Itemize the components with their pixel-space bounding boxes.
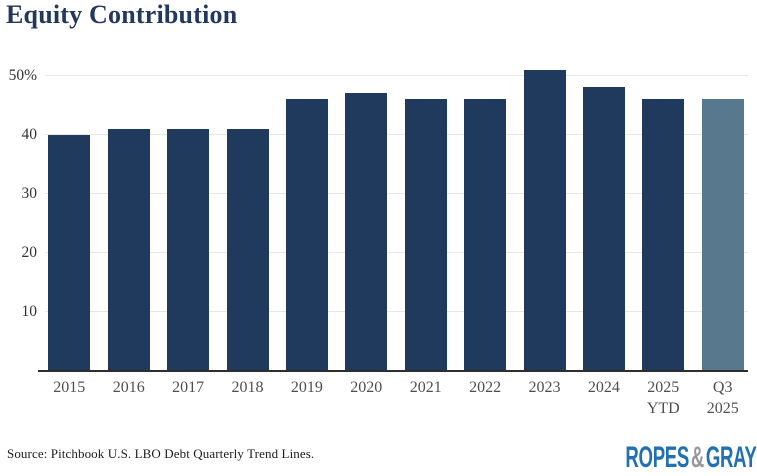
x-tick-label-11: Q3 2025 (706, 379, 739, 417)
y-tick-label-10: 10 (21, 302, 38, 320)
bar-2018 (226, 128, 269, 371)
x-tick-label-9: 2024 (587, 379, 620, 396)
gridline-20 (45, 252, 748, 253)
x-tick-label-7: 2022 (469, 379, 502, 396)
bar-2016 (107, 128, 150, 371)
x-tick-label-2: 2017 (172, 379, 205, 396)
bar-2020 (345, 93, 388, 371)
gridline-50 (45, 75, 748, 76)
y-tick-label-20: 20 (21, 243, 38, 261)
bar-2021 (404, 99, 447, 371)
bar-2023 (523, 69, 566, 371)
x-tick-label-8: 2023 (528, 379, 561, 396)
x-tick-label-5: 2020 (350, 379, 383, 396)
y-tick-label-50: 50% (8, 66, 37, 84)
logo-ampersand: & (691, 441, 705, 474)
x-tick-label-6: 2021 (409, 379, 442, 396)
gridline-30 (45, 193, 748, 194)
x-tick-label-4: 2019 (290, 379, 323, 396)
x-tick-label-3: 2018 (231, 379, 264, 396)
ropes-gray-logo: ROPES&GRAY (625, 441, 757, 474)
logo-word-gray: GRAY (706, 441, 757, 474)
gridline-10 (45, 311, 748, 312)
gridline-40 (45, 134, 748, 135)
bar-2017 (167, 128, 210, 371)
chart-title: Equity Contribution (6, 0, 238, 29)
bar-2019 (285, 99, 328, 371)
x-tick-label-10: 2025 YTD (646, 379, 680, 417)
y-tick-label-30: 30 (21, 184, 38, 202)
bar-q3-2025 (701, 99, 744, 371)
bar-2015 (48, 134, 91, 371)
x-axis-line (38, 369, 748, 372)
y-tick-label-40: 40 (21, 125, 38, 143)
x-tick-label-1: 2016 (112, 379, 145, 396)
bar-2024 (582, 87, 625, 371)
source-note: Source: Pitchbook U.S. LBO Debt Quarterl… (7, 446, 315, 461)
x-tick-label-0: 2015 (53, 379, 86, 396)
bar-2022 (464, 99, 507, 371)
logo-word-ropes: ROPES (625, 441, 690, 474)
bar-2025-ytd (642, 99, 685, 371)
